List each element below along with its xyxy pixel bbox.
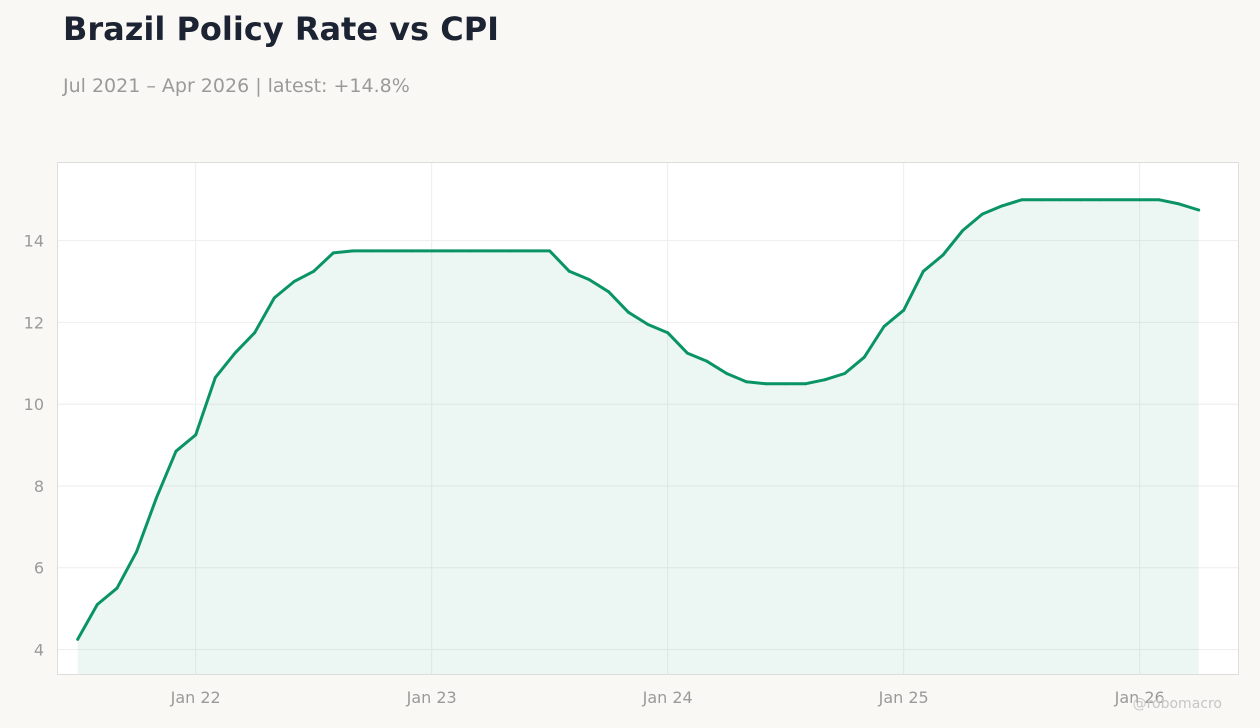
y-tick-label: 8	[34, 477, 44, 496]
area-fill-layer	[77, 199, 1199, 675]
series-area-fill	[77, 199, 1199, 675]
data-point	[528, 249, 532, 253]
grid-lines	[58, 163, 1238, 674]
data-point	[882, 325, 886, 328]
data-point	[626, 310, 630, 314]
data-point	[980, 212, 984, 216]
plot-area	[57, 162, 1239, 675]
data-point	[1177, 202, 1181, 206]
data-point	[174, 449, 178, 453]
data-point	[115, 586, 119, 590]
data-point	[95, 603, 99, 606]
series-line	[76, 198, 1201, 641]
data-point	[194, 433, 198, 437]
x-tick-label: Jan 26	[1114, 688, 1165, 707]
data-point	[1020, 198, 1024, 202]
data-point	[272, 296, 276, 300]
x-axis-ticks: Jan 22 Jan 23 Jan 24 Jan 25 Jan 26	[170, 688, 1165, 707]
data-point	[1118, 198, 1122, 202]
data-point	[213, 376, 217, 379]
data-point	[371, 249, 375, 253]
x-tick-label: Jan 22	[170, 688, 221, 707]
data-point	[803, 382, 807, 386]
data-point	[705, 359, 709, 363]
data-point	[548, 249, 552, 253]
data-point	[1197, 208, 1201, 212]
x-tick-label: Jan 23	[406, 688, 457, 707]
data-point	[351, 249, 355, 253]
data-point	[292, 280, 296, 283]
data-point	[961, 229, 965, 232]
data-point	[744, 380, 748, 384]
data-point	[233, 351, 237, 355]
data-point	[430, 249, 434, 253]
data-point	[154, 496, 158, 500]
data-point	[489, 249, 493, 253]
y-tick-label: 12	[24, 313, 44, 332]
chart-subtitle: Jul 2021 – Apr 2026 | latest: +14.8%	[63, 75, 410, 97]
data-point	[469, 249, 473, 253]
data-point	[253, 331, 257, 335]
x-tick-label: Jan 25	[878, 688, 929, 707]
data-point	[666, 331, 670, 335]
data-point	[135, 550, 139, 553]
series-line-layer	[76, 198, 1201, 641]
data-point	[410, 249, 414, 253]
data-point	[331, 251, 335, 255]
data-point	[587, 278, 591, 281]
data-point	[1079, 198, 1083, 202]
y-tick-label: 4	[34, 640, 44, 659]
data-point	[449, 249, 453, 253]
data-point	[1059, 198, 1063, 202]
y-tick-label: 14	[24, 232, 44, 251]
data-point	[646, 323, 650, 326]
data-point	[921, 269, 925, 273]
data-point	[607, 290, 611, 294]
y-tick-label: 6	[34, 559, 44, 578]
data-point	[312, 269, 316, 273]
data-point	[1000, 204, 1004, 208]
data-point	[902, 308, 906, 312]
data-point	[823, 378, 827, 382]
data-point	[76, 637, 80, 641]
data-point	[764, 382, 768, 386]
data-point	[862, 355, 866, 359]
data-point	[843, 372, 847, 375]
data-point	[1157, 198, 1161, 202]
data-point	[1039, 198, 1043, 202]
data-point	[1138, 198, 1142, 202]
y-axis-ticks: 4 6 8 10 12 14	[24, 232, 44, 660]
watermark: @robomacro	[1132, 696, 1222, 712]
data-point	[784, 382, 788, 386]
data-point	[508, 249, 512, 253]
data-point	[685, 351, 689, 355]
data-point	[390, 249, 394, 253]
data-point	[941, 253, 945, 257]
data-point	[567, 269, 571, 273]
data-point	[1098, 198, 1102, 202]
x-tick-label: Jan 24	[642, 688, 693, 707]
data-point	[725, 372, 729, 375]
chart-title: Brazil Policy Rate vs CPI	[63, 10, 500, 48]
y-tick-label: 10	[24, 395, 44, 414]
